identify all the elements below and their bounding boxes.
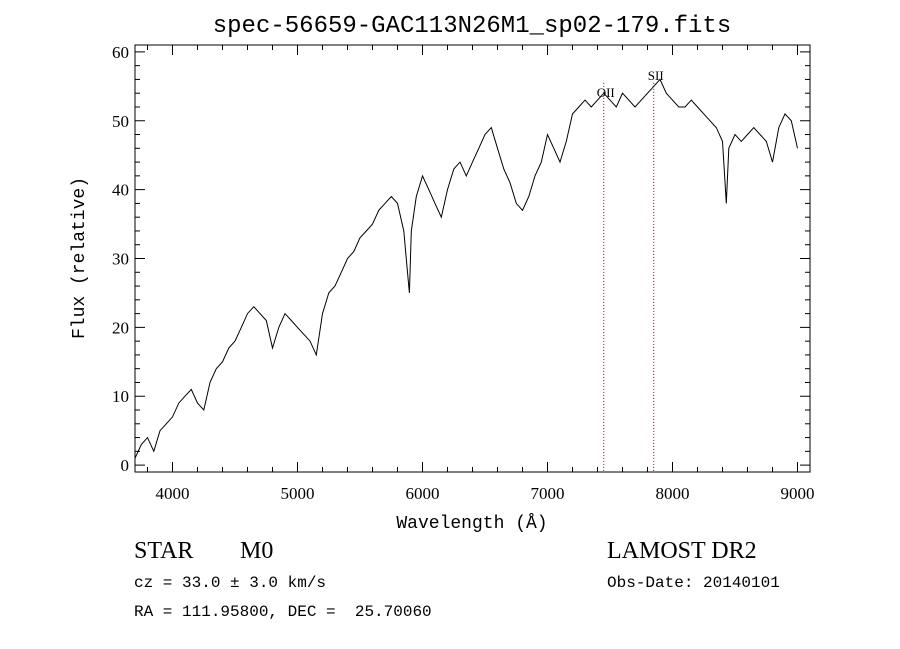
y-tick-label: 30 xyxy=(112,250,129,269)
y-tick-labels: 0 10 20 30 40 50 60 xyxy=(112,43,129,475)
x-tick-label: 8000 xyxy=(656,484,690,503)
y-tick-label: 10 xyxy=(112,387,129,406)
line-marker-label: SII xyxy=(648,68,664,83)
observation-date: Obs-Date: 20140101 xyxy=(607,574,780,592)
x-tick-labels: 4000 5000 6000 7000 8000 9000 xyxy=(156,484,815,503)
x-tick-label: 6000 xyxy=(406,484,440,503)
x-tick-label: 4000 xyxy=(156,484,190,503)
sky-coordinates: RA = 111.95800, DEC = 25.70060 xyxy=(134,603,432,621)
spectrum-line xyxy=(134,78,798,459)
object-subclass: M0 xyxy=(240,538,274,564)
plot-frame xyxy=(134,44,811,473)
object-class: STAR xyxy=(134,538,194,564)
y-tick-label: 0 xyxy=(121,456,130,475)
x-axis-label: Wavelength (Å) xyxy=(396,513,547,534)
x-tick-label: 5000 xyxy=(281,484,315,503)
y-tick-label: 20 xyxy=(112,318,129,337)
chart-title: spec-56659-GAC113N26M1_sp02-179.fits xyxy=(213,13,731,40)
y-axis-label: Flux (relative) xyxy=(70,177,90,339)
redshift-velocity: cz = 33.0 ± 3.0 km/s xyxy=(134,574,327,592)
x-tick-label: 7000 xyxy=(531,484,565,503)
x-tick-label: 9000 xyxy=(781,484,815,503)
axis-ticks xyxy=(135,45,810,472)
y-tick-label: 50 xyxy=(112,112,129,131)
y-tick-label: 40 xyxy=(112,181,129,200)
survey-name: LAMOST DR2 xyxy=(607,538,757,564)
y-tick-label: 60 xyxy=(112,43,129,62)
